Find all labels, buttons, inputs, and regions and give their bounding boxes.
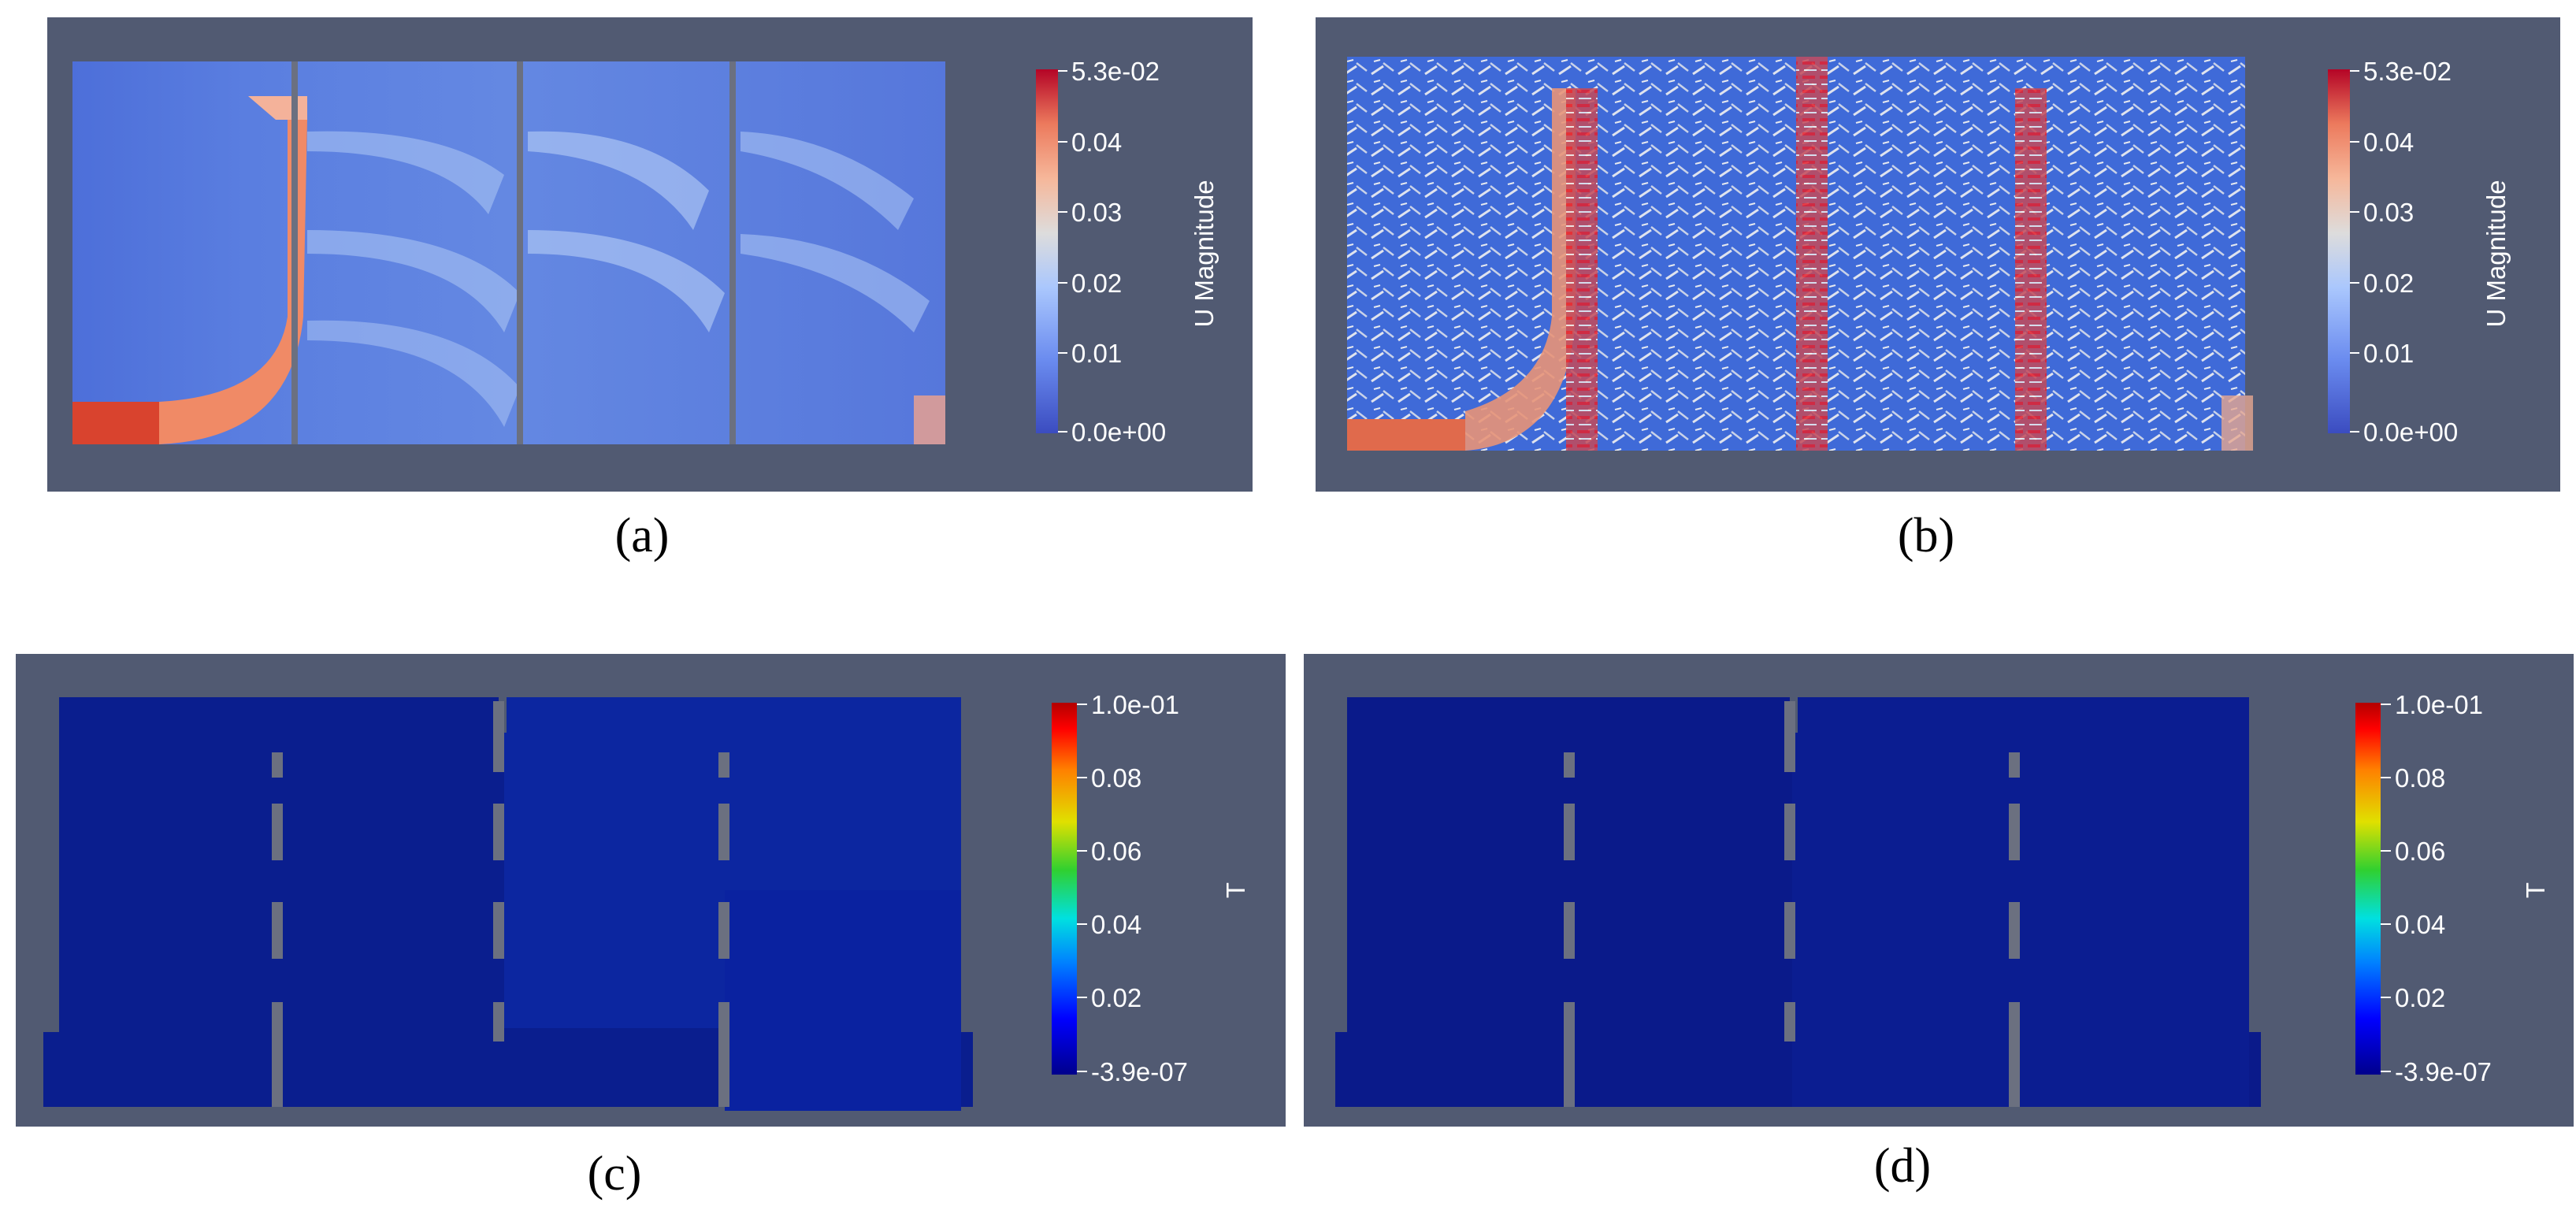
colorbar-b-tick-2: 0.03 <box>2363 198 2414 227</box>
colorbar-a <box>1036 69 1058 433</box>
colorbar-c-tick-4: 0.02 <box>1091 983 1141 1012</box>
colorbar-b-tick-5: 0.0e+00 <box>2363 418 2458 447</box>
colorbar-d-tick-0: 1.0e-01 <box>2395 690 2483 719</box>
temperature-field-d <box>1335 685 2261 1107</box>
colorbar-c-title: T <box>1221 882 1250 898</box>
colorbar-d: 1.0e-01 0.08 0.06 0.04 0.02 -3.9e-07 T <box>2355 690 2550 1086</box>
colorbar-d-tick-2: 0.06 <box>2395 837 2445 866</box>
panel-d-temperature: 1.0e-01 0.08 0.06 0.04 0.02 -3.9e-07 T <box>1304 654 2574 1127</box>
colorbar-d-tick-1: 0.08 <box>2395 763 2445 793</box>
colorbar-c-tick-2: 0.06 <box>1091 837 1141 866</box>
temperature-field-c <box>43 685 973 1111</box>
panel-c-temperature: 1.0e-01 0.08 0.06 0.04 0.02 -3.9e-07 T <box>16 654 1286 1127</box>
colorbar-b-tick-3: 0.02 <box>2363 269 2414 298</box>
velocity-glyph-field-b <box>1347 57 2253 451</box>
colorbar-d-tick-4: 0.02 <box>2395 983 2445 1012</box>
panel-b-velocity-glyphs: 5.3e-02 0.04 0.03 0.02 0.01 0.0e+00 U Ma… <box>1316 17 2560 492</box>
colorbar-c-tick-3: 0.04 <box>1091 910 1141 939</box>
colorbar-c: 1.0e-01 0.08 0.06 0.04 0.02 -3.9e-07 T <box>1052 690 1250 1086</box>
caption-a: (a) <box>614 509 670 563</box>
colorbar-a-title: U Magnitude <box>1190 180 1219 327</box>
colorbar-a-tick-0: 5.3e-02 <box>1071 57 1160 86</box>
caption-d: (d) <box>1873 1139 1932 1193</box>
colorbar-a-tick-3: 0.02 <box>1071 269 1122 298</box>
colorbar-a-ticks: 5.3e-02 0.04 0.03 0.02 0.01 0.0e+00 U Ma… <box>1058 57 1219 447</box>
colorbar-c-tick-0: 1.0e-01 <box>1091 690 1179 719</box>
velocity-field-a <box>72 49 945 444</box>
colorbar-d-title: T <box>2521 882 2550 898</box>
colorbar-a-tick-1: 0.04 <box>1071 128 1122 157</box>
colorbar-c-tick-5: -3.9e-07 <box>1091 1057 1188 1086</box>
colorbar-a-tick-5: 0.0e+00 <box>1071 418 1166 447</box>
caption-b: (b) <box>1897 509 1955 563</box>
colorbar-d-tick-3: 0.04 <box>2395 910 2445 939</box>
colorbar-b: 5.3e-02 0.04 0.03 0.02 0.01 0.0e+00 U Ma… <box>2328 57 2511 447</box>
colorbar-c-tick-1: 0.08 <box>1091 763 1141 793</box>
colorbar-b-tick-1: 0.04 <box>2363 128 2414 157</box>
caption-c: (c) <box>587 1147 642 1201</box>
colorbar-d-tick-5: -3.9e-07 <box>2395 1057 2492 1086</box>
colorbar-b-tick-0: 5.3e-02 <box>2363 57 2452 86</box>
colorbar-a-tick-4: 0.01 <box>1071 339 1122 368</box>
colorbar-b-tick-4: 0.01 <box>2363 339 2414 368</box>
colorbar-b-title: U Magnitude <box>2481 180 2511 327</box>
panel-a-velocity-magnitude: 5.3e-02 0.04 0.03 0.02 0.01 0.0e+00 U Ma… <box>47 17 1253 492</box>
colorbar-a-tick-2: 0.03 <box>1071 198 1122 227</box>
